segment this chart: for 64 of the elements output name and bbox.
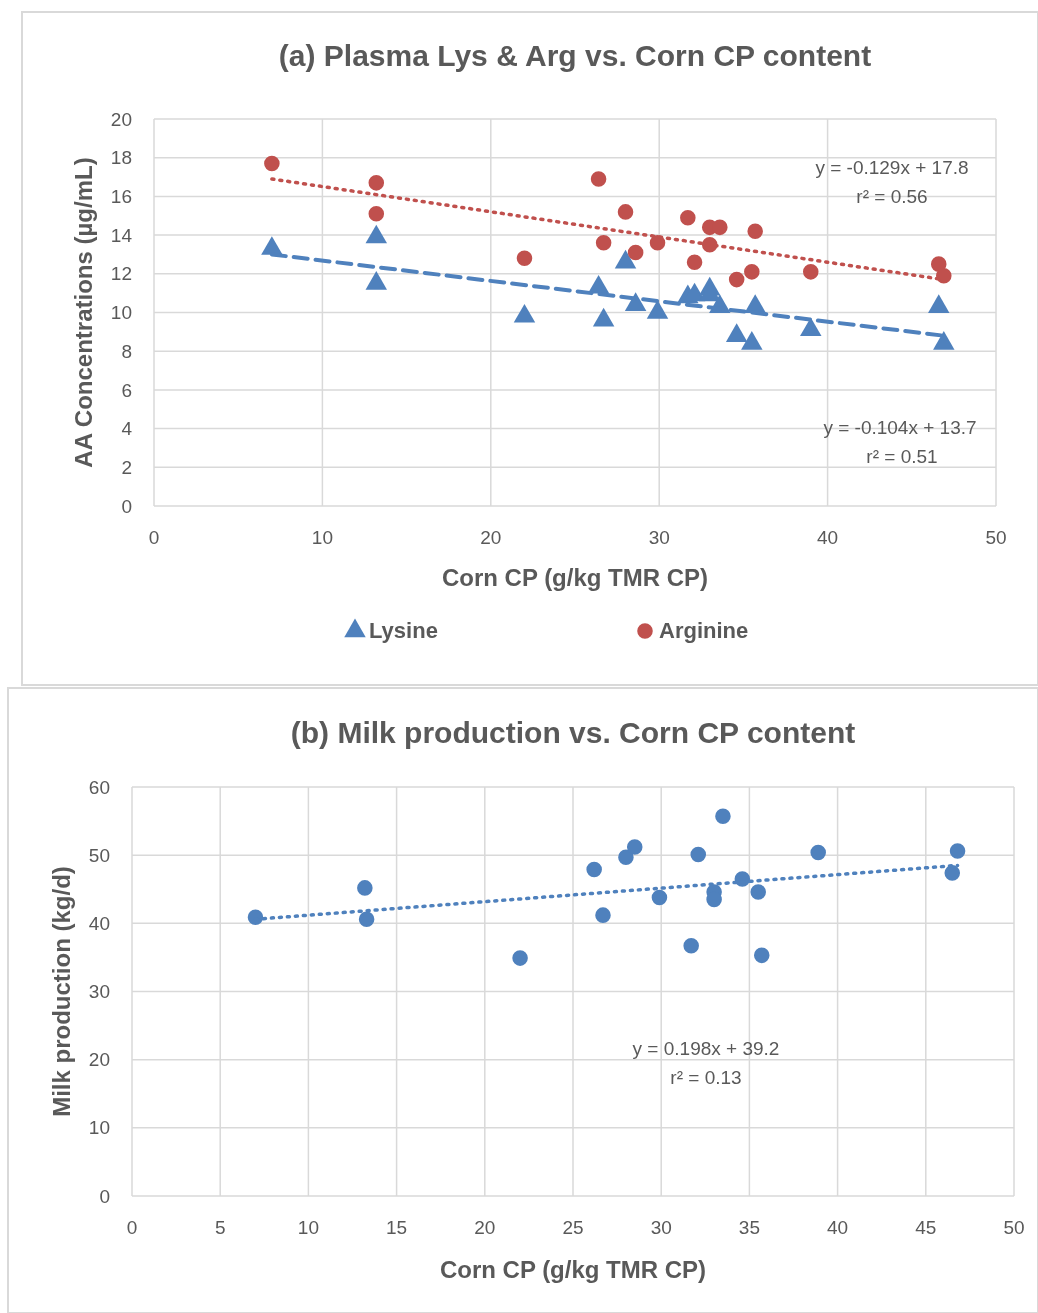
annotation: y = -0.104x + 13.7	[823, 417, 977, 438]
x-tick-label: 25	[562, 1217, 584, 1238]
y-tick-label: 2	[121, 456, 132, 478]
y-tick-label: 20	[110, 108, 132, 130]
y-tick-label: 40	[88, 912, 110, 934]
x-tick-label: 30	[650, 1217, 672, 1238]
y-tick-label: 0	[99, 1185, 110, 1207]
point	[618, 849, 634, 865]
x-tick-label: 40	[827, 1217, 849, 1238]
point	[357, 880, 373, 896]
y-tick-label: 30	[88, 981, 110, 1003]
x-tick-label: 45	[915, 1217, 937, 1238]
x-tick-label: 35	[738, 1217, 760, 1238]
x-axis-title: Corn CP (g/kg TMR CP)	[439, 1256, 707, 1283]
point	[715, 808, 731, 825]
point	[944, 865, 961, 881]
y-axis-title: Milk production (kg/d)	[48, 866, 75, 1117]
y-tick-label: 20	[88, 1049, 110, 1071]
point	[753, 947, 770, 964]
chart-title: (b) Milk production vs. Corn CP content	[290, 716, 856, 749]
point	[626, 839, 643, 855]
x-tick-label: 50	[985, 527, 1007, 548]
x-tick-label: 30	[648, 527, 670, 548]
x-axis-title: Corn CP (g/kg TMR CP)	[441, 564, 709, 591]
y-tick-label: 50	[88, 844, 110, 866]
point	[595, 907, 611, 923]
x-tick-label: 10	[311, 527, 333, 548]
y-tick-label: 18	[110, 147, 132, 169]
y-tick-label: 0	[121, 495, 132, 517]
x-tick-label: 10	[297, 1217, 319, 1238]
x-tick-label: 0	[148, 527, 160, 548]
point	[683, 938, 699, 954]
y-tick-label: 14	[110, 224, 133, 246]
y-tick-label: 12	[110, 263, 132, 285]
y-tick-label: 60	[88, 776, 110, 798]
x-tick-label: 15	[386, 1217, 408, 1238]
x-tick-label: 50	[1003, 1217, 1025, 1238]
y-tick-label: 6	[121, 379, 132, 401]
annotation: r² = 0.56	[856, 186, 928, 207]
x-tick-label: 40	[817, 527, 839, 548]
point	[690, 846, 707, 863]
point	[512, 950, 528, 966]
annotation: y = 0.198x + 39.2	[632, 1038, 780, 1059]
point	[949, 843, 966, 859]
annotation: r² = 0.51	[866, 446, 938, 467]
y-tick-label: 10	[110, 302, 132, 324]
annotation: y = -0.129x + 17.8	[815, 157, 969, 178]
annotation: r² = 0.13	[670, 1067, 742, 1088]
y-axis-title: AA Concentrations (µg/mL)	[70, 157, 97, 468]
y-tick-label: 10	[88, 1117, 110, 1139]
point	[810, 844, 826, 861]
point	[586, 861, 602, 878]
x-tick-label: 20	[480, 527, 502, 548]
x-tick-label: 20	[474, 1217, 496, 1238]
y-tick-label: 16	[110, 186, 132, 208]
legend-label: Arginine	[659, 618, 749, 643]
y-tick-label: 8	[121, 340, 132, 362]
y-tick-label: 4	[121, 418, 133, 440]
point	[651, 889, 668, 906]
point	[750, 884, 766, 900]
x-tick-label: 5	[214, 1217, 226, 1238]
legend-label: Lysine	[369, 618, 438, 643]
chart-title: (a) Plasma Lys & Arg vs. Corn CP content	[278, 39, 872, 72]
point	[358, 911, 375, 928]
